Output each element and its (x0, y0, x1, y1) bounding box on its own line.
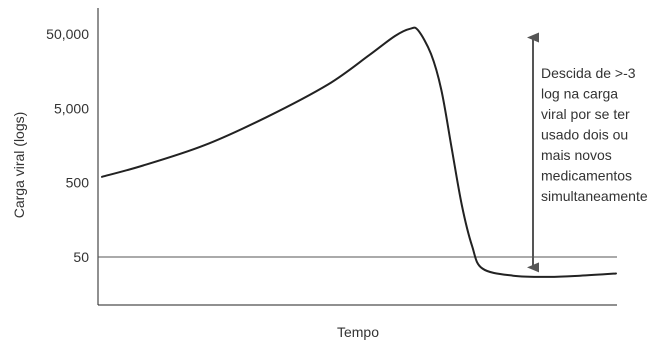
y-tick-labels: 50 500 5,000 50,000 (46, 26, 89, 265)
y-tick-label: 50,000 (46, 26, 89, 42)
annotation-line: viral por se ter (541, 106, 630, 122)
annotation-text: Descida de >-3 log na carga viral por se t… (541, 65, 648, 204)
annotation-line: simultaneamente (541, 188, 648, 204)
y-tick-label: 5,000 (54, 100, 89, 116)
y-tick-label: 500 (66, 175, 90, 191)
annotation-line: usado dois ou (541, 127, 628, 143)
viral-load-line (101, 26, 617, 278)
annotation-line: mais novos (541, 147, 612, 163)
annotation-line: log na carga (541, 86, 618, 102)
series-layer (101, 26, 617, 278)
y-axis-title: Carga viral (logs) (11, 112, 27, 219)
x-axis-title: Tempo (337, 324, 379, 340)
y-tick-label: 50 (73, 249, 89, 265)
annotation-line: Descida de >-3 (541, 65, 636, 81)
annotation-line: medicamentos (541, 168, 632, 184)
